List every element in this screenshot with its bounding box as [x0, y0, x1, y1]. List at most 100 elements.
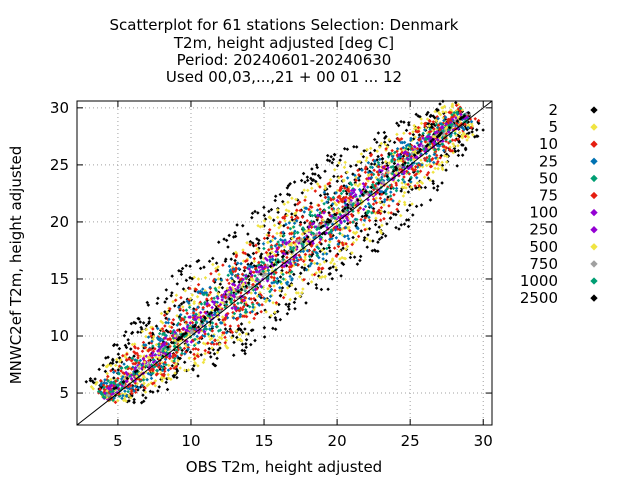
scatter-point	[310, 258, 314, 263]
scatter-point	[249, 342, 253, 347]
scatter-point	[386, 166, 390, 170]
scatter-point	[275, 276, 280, 281]
scatter-point	[310, 167, 314, 171]
scatter-point	[330, 258, 335, 263]
scatter-point	[144, 396, 148, 400]
scatter-point	[411, 130, 415, 134]
scatter-point	[141, 321, 146, 325]
scatter-point	[154, 324, 159, 328]
scatter-point	[214, 266, 218, 271]
scatter-point	[290, 212, 294, 216]
scatter-point	[380, 223, 384, 228]
scatter-point	[139, 366, 144, 371]
scatter-point	[157, 365, 161, 370]
scatter-point	[453, 131, 457, 136]
scatter-point	[103, 391, 107, 396]
scatter-point	[243, 327, 247, 331]
scatter-point	[273, 198, 277, 203]
scatter-point	[232, 311, 237, 316]
scatter-point	[298, 222, 303, 227]
scatter-point	[196, 374, 200, 378]
scatter-point	[218, 302, 223, 307]
scatter-point	[249, 277, 254, 281]
scatter-point	[425, 143, 430, 147]
scatter-point	[454, 115, 458, 120]
legend-marker-50	[590, 174, 598, 183]
scatter-point	[262, 246, 266, 251]
scatter-point	[249, 297, 253, 301]
scatter-point	[173, 371, 177, 375]
scatter-point	[361, 154, 366, 159]
scatter-point	[382, 130, 387, 135]
scatter-point	[413, 135, 417, 139]
scatter-point	[414, 204, 419, 209]
scatter-point	[346, 236, 351, 241]
scatter-point	[164, 380, 168, 385]
scatter-point	[187, 315, 191, 319]
scatter-point	[274, 300, 279, 305]
scatter-point	[269, 245, 274, 249]
scatter-point	[475, 128, 479, 132]
scatter-point	[234, 253, 239, 257]
scatter-point	[240, 342, 245, 346]
scatter-point	[365, 156, 369, 160]
scatter-point	[402, 120, 406, 124]
scatter-point	[251, 305, 255, 310]
scatter-point	[281, 272, 285, 277]
scatter-point	[369, 173, 374, 177]
scatter-point	[181, 326, 186, 331]
scatter-point	[417, 183, 421, 188]
scatter-point	[248, 239, 253, 244]
scatter-point	[273, 288, 277, 293]
scatter-point	[285, 192, 290, 197]
legend-marker-1000	[590, 277, 598, 285]
scatter-point	[243, 295, 248, 300]
scatter-point	[419, 203, 424, 207]
scatter-point	[276, 210, 280, 215]
scatter-point	[423, 185, 428, 190]
scatter-point	[351, 230, 356, 235]
scatter-point	[335, 179, 340, 184]
scatter-point	[264, 299, 268, 304]
scatter-point	[229, 329, 233, 333]
scatter-point	[306, 281, 311, 286]
scatter-point	[402, 131, 406, 136]
scatter-point	[408, 131, 412, 136]
scatter-point	[359, 217, 363, 222]
scatter-point	[156, 389, 160, 393]
scatter-point	[137, 377, 142, 382]
scatter-point	[378, 157, 382, 162]
scatter-point	[138, 320, 143, 324]
scatter-point	[262, 236, 267, 241]
scatter-point	[157, 342, 161, 346]
scatter-point	[416, 125, 421, 130]
scatter-point	[159, 311, 164, 316]
scatter-point	[253, 274, 257, 278]
scatter-point	[212, 338, 217, 343]
scatter-point	[421, 131, 425, 136]
scatter-point	[255, 247, 259, 251]
scatter-point	[330, 276, 334, 281]
scatter-point	[133, 384, 138, 388]
scatter-point	[285, 282, 290, 287]
scatter-point	[250, 273, 254, 278]
scatter-point	[293, 297, 298, 301]
scatter-point	[427, 134, 432, 139]
scatter-point	[286, 225, 290, 230]
scatter-point	[222, 237, 226, 241]
scatter-point	[240, 272, 245, 276]
scatter-point	[415, 141, 420, 145]
scatter-point	[391, 199, 395, 203]
scatter-point	[217, 317, 221, 322]
scatter-point	[188, 286, 192, 291]
scatter-point	[291, 225, 296, 229]
scatter-point	[280, 286, 285, 290]
scatter-point	[185, 339, 189, 344]
scatter-point	[332, 209, 336, 214]
scatter-point	[150, 381, 155, 386]
scatter-point	[214, 322, 218, 326]
scatter-point	[358, 258, 362, 263]
y-axis-ticks: 5 10 15 20 25 30	[50, 99, 492, 402]
scatter-point	[246, 232, 250, 236]
